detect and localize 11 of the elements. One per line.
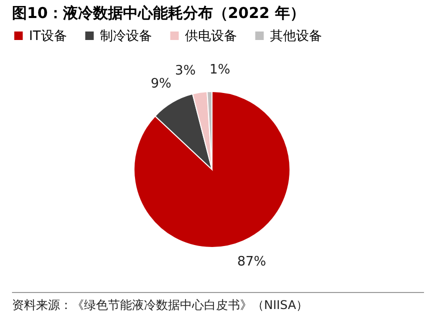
text: 资料来源：《绿色节能液冷数据中心白皮书》（NIISA） bbox=[12, 292, 424, 314]
legend-label: 供电设备 bbox=[185, 28, 237, 44]
legend-label: IT设备 bbox=[29, 28, 67, 44]
data-label: 1% bbox=[210, 62, 230, 78]
legend-label: 制冷设备 bbox=[100, 28, 152, 44]
data-label: 9% bbox=[150, 76, 172, 92]
chart-title: 图10：液冷数据中心能耗分布（2022 年） bbox=[12, 4, 305, 22]
pie-slice bbox=[134, 91, 290, 248]
data-label: 3% bbox=[175, 64, 196, 79]
legend-label: 其他设备 bbox=[270, 28, 322, 44]
data-label: 87% bbox=[237, 254, 266, 270]
